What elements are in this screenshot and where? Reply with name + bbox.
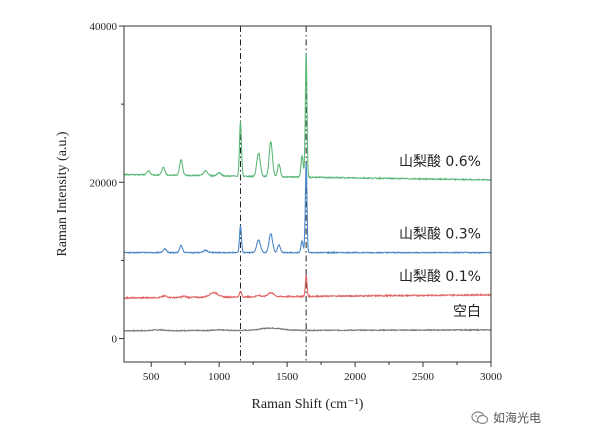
plot-frame [123,25,492,363]
series-line [123,53,492,182]
series-label: 山梨酸 0.6% [399,154,481,170]
series-label: 空白 [453,304,481,320]
x-tick-label: 2500 [412,371,435,383]
series-group [123,53,492,332]
watermark: 如海光电 [471,409,541,426]
x-tick-label: 500 [143,371,160,383]
x-tick-label: 1500 [276,371,299,383]
axes: 500 1000 1500 2000 2500 3000 0 20000 40000 Raman … [55,21,503,412]
y-tick-label: 0 [112,334,118,346]
y-axis-title: Raman Intensity (a.u.) [55,131,70,257]
series-labels: 空白 山梨酸 0.1% 山梨酸 0.3% 山梨酸 0.6% [399,154,481,320]
series-line [123,326,492,332]
y-tick-label: 20000 [90,177,118,189]
series-line [123,163,492,255]
reference-lines [239,26,307,362]
x-axis-title: Raman Shift (cm⁻¹) [252,397,364,412]
watermark-text: 如海光电 [493,411,542,425]
series-label: 山梨酸 0.3% [399,227,481,243]
x-tick-label: 1000 [208,371,231,383]
series-line [123,274,492,300]
x-tick-label: 2000 [344,371,367,383]
y-tick-label: 40000 [90,21,118,33]
wechat-icon [471,410,489,424]
series-label: 山梨酸 0.1% [399,269,481,285]
x-tick-label: 3000 [480,371,503,383]
